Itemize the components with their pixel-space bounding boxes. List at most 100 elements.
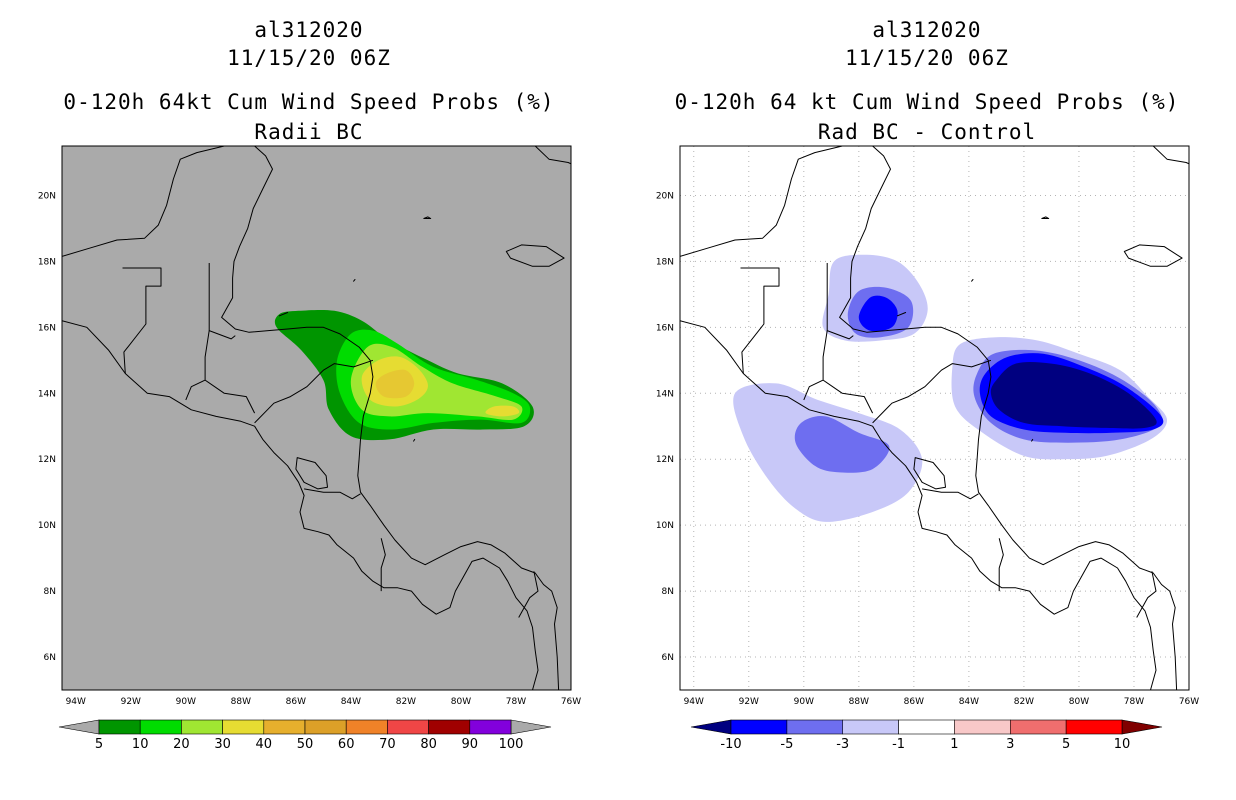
x-tick-label: 76W (1179, 697, 1199, 707)
y-tick-label: 18N (656, 257, 674, 267)
colorbar-label: 30 (214, 737, 231, 752)
jamaica-outline (1123, 244, 1183, 267)
cuba-coastline (1151, 146, 1189, 165)
x-tick-label: 78W (506, 697, 526, 707)
colorbar-cell (98, 719, 141, 735)
x-tick-label: 80W (1069, 697, 1089, 707)
colorbar-label: -1 (892, 737, 905, 752)
colorbar-cell (263, 719, 306, 735)
country-border (872, 359, 992, 424)
y-tick-label: 16N (656, 323, 674, 333)
colorbar-label: 10 (1114, 737, 1131, 752)
country-border (822, 379, 874, 414)
country-border (740, 267, 780, 374)
country-border (922, 488, 979, 500)
isla-juventud (376, 133, 391, 141)
colorbar-label: 70 (379, 737, 396, 752)
colorbar-label: -5 (780, 737, 793, 752)
x-tick-label: 84W (959, 697, 979, 707)
plot-frame (61, 145, 572, 691)
lat-lon-grid (680, 146, 1189, 690)
forecast-datetime: 11/15/20 06Z (227, 46, 391, 70)
san-andres-island (1031, 438, 1034, 442)
country-border (380, 538, 386, 592)
chart-subtitle: Rad BC - Control (817, 120, 1037, 144)
cuba-coastline (533, 146, 571, 165)
right-panel: al312020 11/15/20 06Z 0-120h 64 kt Cum W… (618, 0, 1236, 800)
colorbar-label: -10 (720, 737, 741, 752)
colorbar-label: 10 (132, 737, 149, 752)
y-tick-label: 20N (38, 191, 56, 201)
colorbar-label: 3 (1006, 737, 1014, 752)
y-tick-label: 6N (662, 653, 674, 663)
colorbar: 5 10 20 30 40 50 60 70 80 90 100 (58, 719, 552, 752)
probability-contours (274, 309, 534, 441)
cayman-islands (423, 216, 432, 219)
cayman-islands (1041, 216, 1050, 219)
colorbar-cell (954, 719, 1011, 735)
country-border (826, 263, 854, 340)
colorbar-cell (730, 719, 788, 735)
isla-juventud (994, 133, 1009, 141)
chart-title: 0-120h 64kt Cum Wind Speed Probs (%) (63, 90, 555, 114)
y-tick-label: 6N (44, 653, 56, 663)
x-tick-label: 88W (849, 697, 869, 707)
country-border (254, 359, 374, 424)
axis-ticks: 94W 92W 90W 88W 86W 84W 82W 80W 78W 76W 20N 18N 16N 1… (656, 191, 1199, 707)
colorbar-cell (1009, 719, 1067, 735)
country-border (204, 379, 256, 414)
lake-nicaragua (913, 457, 946, 490)
y-tick-label: 10N (38, 521, 56, 531)
x-tick-label: 80W (451, 697, 471, 707)
map-outlines (62, 133, 571, 690)
colorbar-cell (222, 719, 265, 735)
x-tick-label: 84W (341, 697, 361, 707)
x-tick-label: 94W (66, 697, 86, 707)
colorbar-label: 60 (338, 737, 355, 752)
forecast-datetime: 11/15/20 06Z (845, 46, 1009, 70)
prob-map-svg: 94W 92W 90W 88W 86W 84W 82W 80W 78W 76W 20N 18N 16N 1… (38, 133, 581, 752)
y-tick-label: 14N (38, 389, 56, 399)
contour-region (858, 295, 898, 332)
colorbar: -10 -5 -3 -1 1 3 5 10 (690, 719, 1163, 752)
san-andres-island (413, 438, 416, 442)
colorbar-cell (842, 719, 899, 735)
country-border (998, 538, 1004, 592)
country-border (208, 263, 236, 340)
x-tick-label: 88W (231, 697, 251, 707)
x-tick-label: 90W (176, 697, 196, 707)
colorbar-cell (139, 719, 182, 735)
y-tick-label: 14N (656, 389, 674, 399)
lake-nicaragua (295, 457, 328, 490)
y-tick-label: 8N (44, 587, 56, 597)
colorbar-label: 100 (499, 737, 524, 752)
contour-region (485, 405, 520, 417)
storm-id: al312020 (872, 18, 982, 42)
x-tick-label: 86W (904, 697, 924, 707)
x-tick-label: 82W (1014, 697, 1034, 707)
colorbar-extend-high (510, 719, 552, 735)
colorbar-label: 50 (297, 737, 314, 752)
x-tick-label: 94W (684, 697, 704, 707)
colorbar-label: 40 (256, 737, 273, 752)
colorbar-label: 90 (462, 737, 479, 752)
x-tick-label: 86W (286, 697, 306, 707)
plot-frame (679, 145, 1190, 691)
storm-id: al312020 (254, 18, 364, 42)
y-tick-label: 10N (656, 521, 674, 531)
colorbar-cell (181, 719, 223, 735)
pacific-coastline (62, 320, 539, 690)
x-tick-label: 92W (121, 697, 141, 707)
map-outlines (680, 133, 1189, 690)
colorbar-label: 1 (950, 737, 958, 752)
colorbar-label: 5 (1062, 737, 1070, 752)
x-tick-label: 76W (561, 697, 581, 707)
diff-map-svg: 94W 92W 90W 88W 86W 84W 82W 80W 78W 76W20N18N16N1… (656, 133, 1199, 752)
colorbar-cell (387, 719, 429, 735)
bay-islands (278, 312, 289, 317)
colorbar-label: 5 (95, 737, 103, 752)
country-border (1136, 571, 1157, 618)
difference-contours (733, 254, 1168, 522)
y-tick-label: 12N (38, 455, 56, 465)
y-tick-label: 18N (38, 257, 56, 267)
